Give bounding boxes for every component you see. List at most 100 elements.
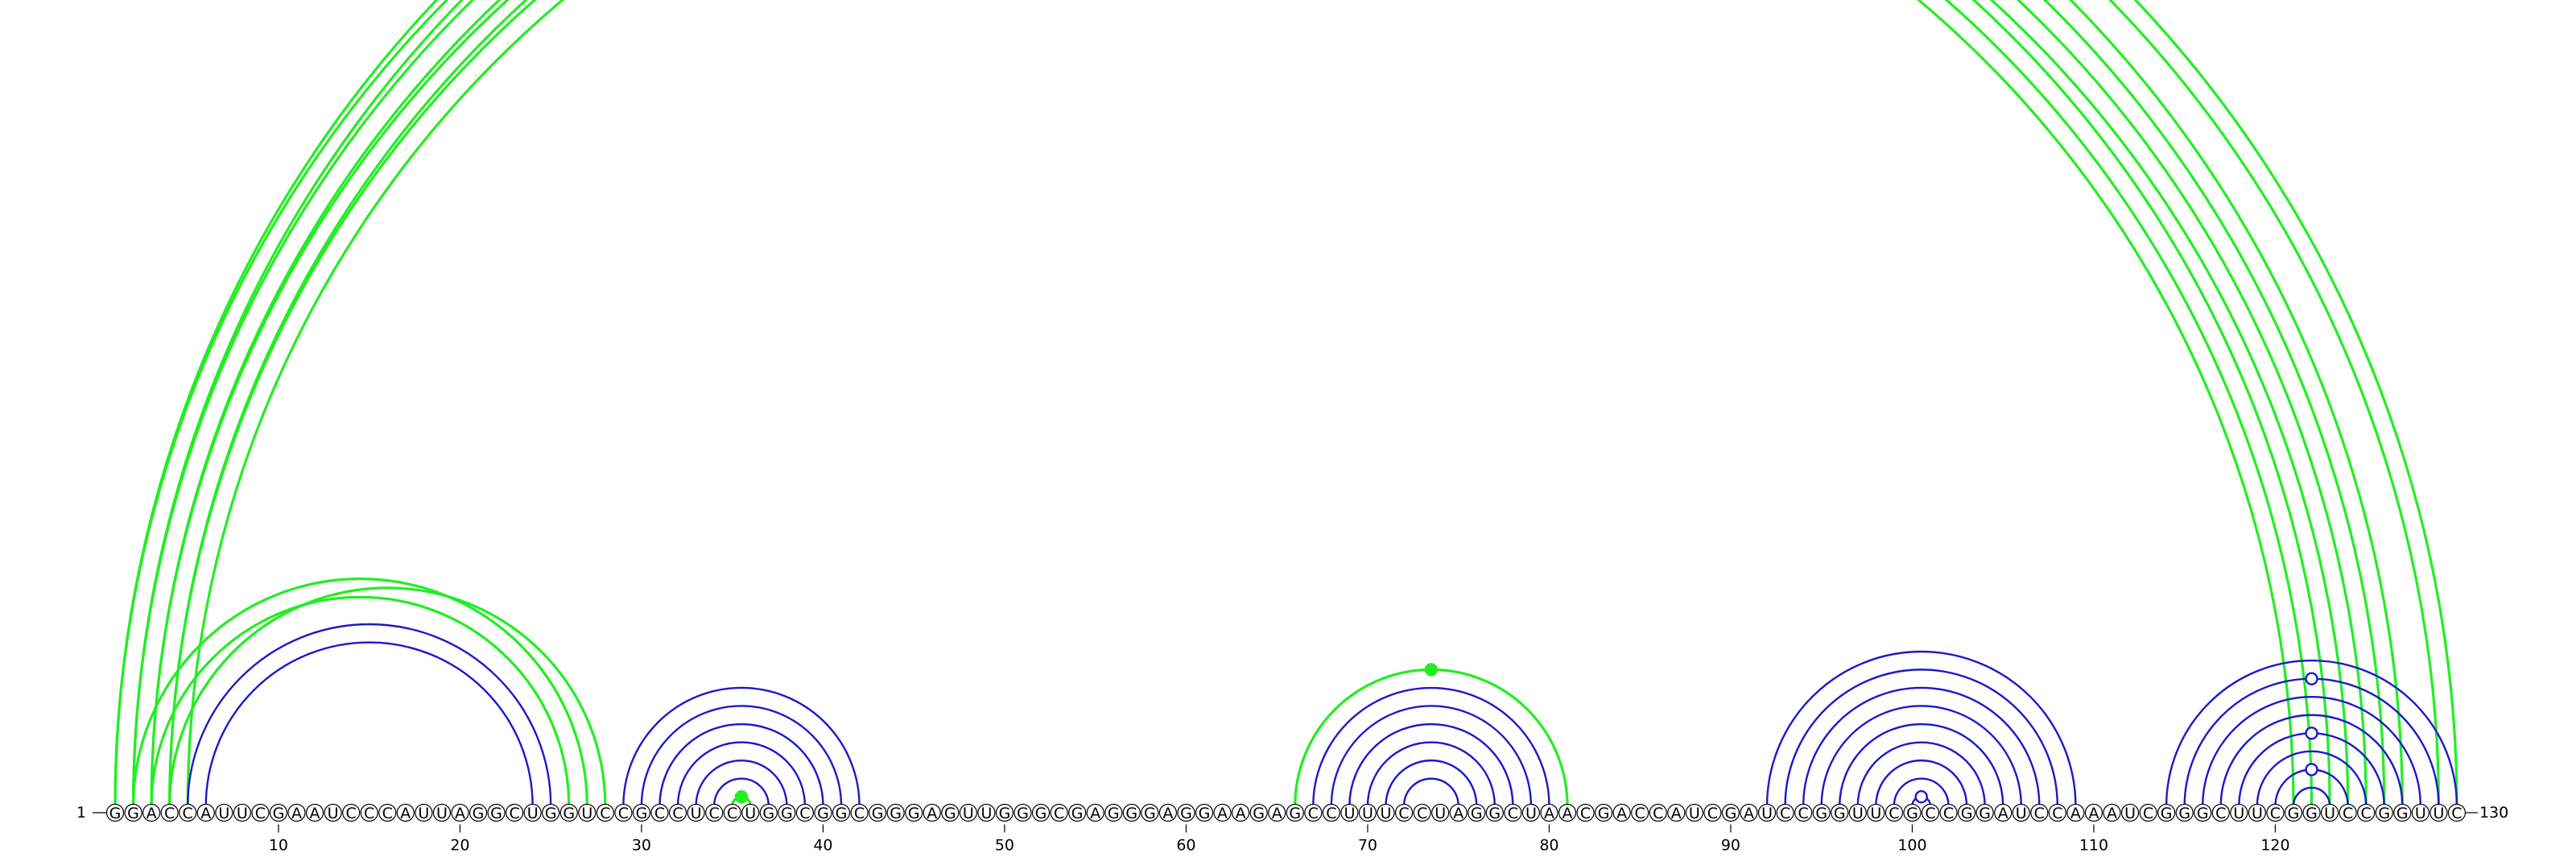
nucleotide-106-letter: U: [2016, 805, 2027, 822]
nucleotide-64-circle: [1249, 803, 1268, 822]
nucleotide-75-circle: [1449, 803, 1468, 822]
nucleotide-85-circle: [1631, 803, 1649, 822]
nucleotide-100-letter: G: [1906, 805, 1918, 822]
nucleotide-96-letter: G: [1834, 805, 1846, 822]
nucleotide-44: G: [886, 803, 905, 822]
nucleotide-111: A: [2103, 803, 2121, 822]
nucleotide-28-letter: C: [600, 805, 610, 822]
nucleotide-48-circle: [959, 803, 977, 822]
nucleotide-19-circle: [432, 803, 452, 822]
arc-stem-95-105-94-107: [1802, 686, 2041, 806]
nucleotide-74-circle: [1431, 803, 1450, 822]
nucleotide-100: G: [1903, 803, 1922, 822]
nucleotide-125: C: [2357, 803, 2376, 822]
arc-left-hairpin-green-2-27: [131, 578, 588, 806]
nucleotide-120-circle: [2266, 803, 2285, 822]
nucleotide-11: A: [287, 803, 306, 822]
nucleotide-90-letter: G: [1725, 805, 1737, 822]
nucleotide-92: U: [1757, 803, 1777, 822]
nucleotide-92-letter: U: [1761, 805, 1773, 822]
nucleotide-18-letter: U: [418, 805, 429, 822]
nucleotide-101-letter: C: [1925, 805, 1935, 822]
nucleotide-9: C: [251, 803, 270, 822]
nucleotide-125-circle: [2357, 803, 2376, 822]
nucleotide-107: C: [2030, 803, 2049, 822]
nucleotide-58-letter: G: [1144, 805, 1156, 822]
nucleotide-37-letter: G: [762, 805, 774, 822]
nucleotide-6-letter: A: [200, 805, 211, 822]
nucleotide-61: G: [1195, 803, 1214, 822]
nucleotide-16-letter: C: [382, 805, 393, 822]
nucleotide-55-circle: [1086, 803, 1104, 822]
nucleotide-111-circle: [2103, 803, 2121, 822]
arc-stem-120-117-127: [2219, 714, 2404, 806]
nucleotide-52: G: [1031, 803, 1051, 822]
nucleotide-12: A: [305, 803, 324, 822]
nucleotide-7: U: [215, 803, 233, 822]
nucleotide-73: C: [1413, 803, 1431, 822]
nucleotide-53: C: [1050, 803, 1068, 822]
nucleotide-38-circle: [778, 803, 796, 822]
nucleotide-102-letter: C: [1943, 805, 1954, 822]
arcs-layer: [114, 0, 2458, 806]
nucleotide-130-circle: [2447, 803, 2467, 822]
nucleotide-41-letter: G: [836, 805, 848, 822]
nucleotide-97-circle: [1848, 803, 1867, 822]
tick-label-90: 90: [1721, 837, 1740, 855]
arc-long-range-mid-2-126: [131, 0, 2386, 806]
nucleotide-15-circle: [360, 803, 378, 822]
nucleotide-46: A: [923, 803, 941, 822]
markers-layer: [734, 663, 2318, 804]
nucleotide-88: U: [1685, 803, 1703, 822]
arc-stem-30-41-29-42: [622, 686, 861, 806]
nucleotide-72-circle: [1394, 803, 1414, 822]
sequence-start-label: 1: [76, 804, 86, 822]
nucleotide-71-circle: [1377, 803, 1395, 822]
nucleotide-106: U: [2012, 803, 2030, 822]
nucleotide-5-letter: C: [183, 805, 193, 822]
tick-label-50: 50: [995, 837, 1014, 855]
nucleotide-117: C: [2211, 803, 2230, 822]
nucleotide-83: G: [1594, 803, 1613, 822]
nucleotide-118-circle: [2230, 803, 2248, 822]
nucleotide-1: G: [105, 803, 125, 822]
nucleotide-20-letter: A: [455, 805, 465, 822]
arc-stem-30-41-30-41: [640, 705, 843, 806]
nucleotide-49-letter: U: [980, 805, 992, 822]
nucleotide-107-letter: C: [2034, 805, 2045, 822]
nucleotide-54: G: [1068, 803, 1087, 822]
nucleotide-61-circle: [1195, 803, 1214, 822]
nucleotide-107-circle: [2030, 803, 2049, 822]
nucleotide-75: A: [1449, 803, 1468, 822]
nucleotide-115: G: [2175, 803, 2194, 822]
nucleotide-91: A: [1740, 803, 1758, 822]
nucleotide-2-letter: G: [127, 805, 139, 822]
stem-120-marker-6: [2305, 763, 2318, 776]
tick-label-10: 10: [269, 837, 288, 855]
nucleotide-54-circle: [1068, 803, 1087, 822]
nucleotide-37-circle: [759, 803, 778, 822]
arc-left-hairpin-blue-5-25: [187, 623, 552, 806]
nucleotide-35: C: [723, 803, 741, 822]
nucleotide-114-circle: [2157, 803, 2176, 822]
nucleotide-95-circle: [1812, 803, 1831, 822]
arc-left-hairpin-blue-6-24: [204, 641, 534, 806]
nucleotide-70: U: [1358, 803, 1377, 822]
nucleotide-25-letter: G: [545, 805, 557, 822]
nucleotide-73-circle: [1413, 803, 1431, 822]
arc-long-range-mid-1-127: [114, 0, 2404, 806]
nucleotide-51-circle: [1013, 803, 1032, 822]
nucleotide-96: G: [1831, 803, 1849, 822]
nucleotide-61-letter: G: [1199, 805, 1211, 822]
nucleotide-88-letter: U: [1689, 805, 1700, 822]
nucleotide-66-letter: G: [1289, 805, 1301, 822]
nucleotide-5-circle: [179, 803, 197, 822]
nucleotide-32: C: [668, 803, 687, 822]
nucleotide-2: G: [124, 803, 142, 822]
nucleotide-13: U: [324, 803, 342, 822]
nucleotide-45-letter: G: [908, 805, 920, 822]
nucleotide-69-circle: [1340, 803, 1359, 822]
nucleotide-28-circle: [596, 803, 614, 822]
nucleotide-21-circle: [469, 803, 488, 822]
nucleotide-98: U: [1867, 803, 1885, 822]
